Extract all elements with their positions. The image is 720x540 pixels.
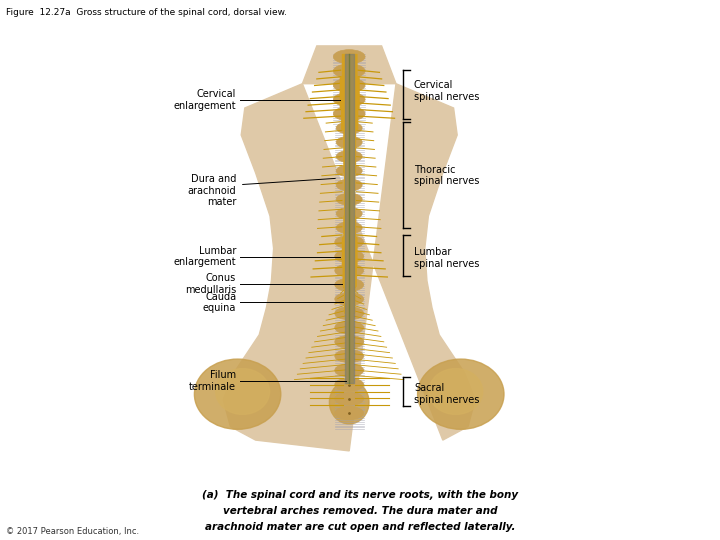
Ellipse shape <box>336 179 362 191</box>
Text: Thoracic
spinal nerves: Thoracic spinal nerves <box>414 165 480 186</box>
Ellipse shape <box>333 50 365 64</box>
Text: Sacral
spinal nerves: Sacral spinal nerves <box>414 383 480 405</box>
Ellipse shape <box>333 92 365 106</box>
Text: Filum
terminale: Filum terminale <box>189 370 236 392</box>
Ellipse shape <box>335 321 364 334</box>
Ellipse shape <box>336 165 362 177</box>
Ellipse shape <box>216 368 269 415</box>
Ellipse shape <box>329 381 369 424</box>
Text: arachnoid mater are cut open and reflected laterally.: arachnoid mater are cut open and reflect… <box>204 522 516 532</box>
Text: © 2017 Pearson Education, Inc.: © 2017 Pearson Education, Inc. <box>6 526 139 536</box>
Ellipse shape <box>335 407 364 420</box>
Ellipse shape <box>336 207 362 219</box>
Ellipse shape <box>333 78 365 92</box>
Ellipse shape <box>335 235 364 248</box>
Text: (a)  The spinal cord and its nerve roots, with the bony: (a) The spinal cord and its nerve roots,… <box>202 489 518 500</box>
Text: vertebral arches removed. The dura mater and: vertebral arches removed. The dura mater… <box>222 505 498 516</box>
Text: Conus
medullaris: Conus medullaris <box>185 273 236 295</box>
Ellipse shape <box>335 250 364 263</box>
Ellipse shape <box>335 278 364 291</box>
Text: Cervical
spinal nerves: Cervical spinal nerves <box>414 80 480 102</box>
Ellipse shape <box>333 107 365 121</box>
Text: Figure  12.27a  Gross structure of the spinal cord, dorsal view.: Figure 12.27a Gross structure of the spi… <box>6 8 287 17</box>
Ellipse shape <box>335 349 364 362</box>
Polygon shape <box>223 84 475 451</box>
Ellipse shape <box>336 193 362 205</box>
Ellipse shape <box>336 122 362 134</box>
Ellipse shape <box>335 364 364 377</box>
Text: Lumbar
enlargement: Lumbar enlargement <box>174 246 236 267</box>
Text: Lumbar
spinal nerves: Lumbar spinal nerves <box>414 247 480 269</box>
Text: Cauda
equina: Cauda equina <box>203 292 236 313</box>
Ellipse shape <box>335 307 364 320</box>
Ellipse shape <box>335 293 364 306</box>
Ellipse shape <box>335 378 364 391</box>
Ellipse shape <box>335 264 364 277</box>
Text: Dura and
arachnoid
mater: Dura and arachnoid mater <box>187 174 236 207</box>
Ellipse shape <box>429 368 482 415</box>
Ellipse shape <box>333 64 365 78</box>
Ellipse shape <box>336 222 362 234</box>
Text: Cervical
enlargement: Cervical enlargement <box>174 89 236 111</box>
Ellipse shape <box>336 136 362 148</box>
Ellipse shape <box>335 393 364 406</box>
Ellipse shape <box>335 335 364 348</box>
Ellipse shape <box>336 151 362 163</box>
Ellipse shape <box>194 359 281 429</box>
Ellipse shape <box>418 359 504 429</box>
Polygon shape <box>302 46 396 84</box>
